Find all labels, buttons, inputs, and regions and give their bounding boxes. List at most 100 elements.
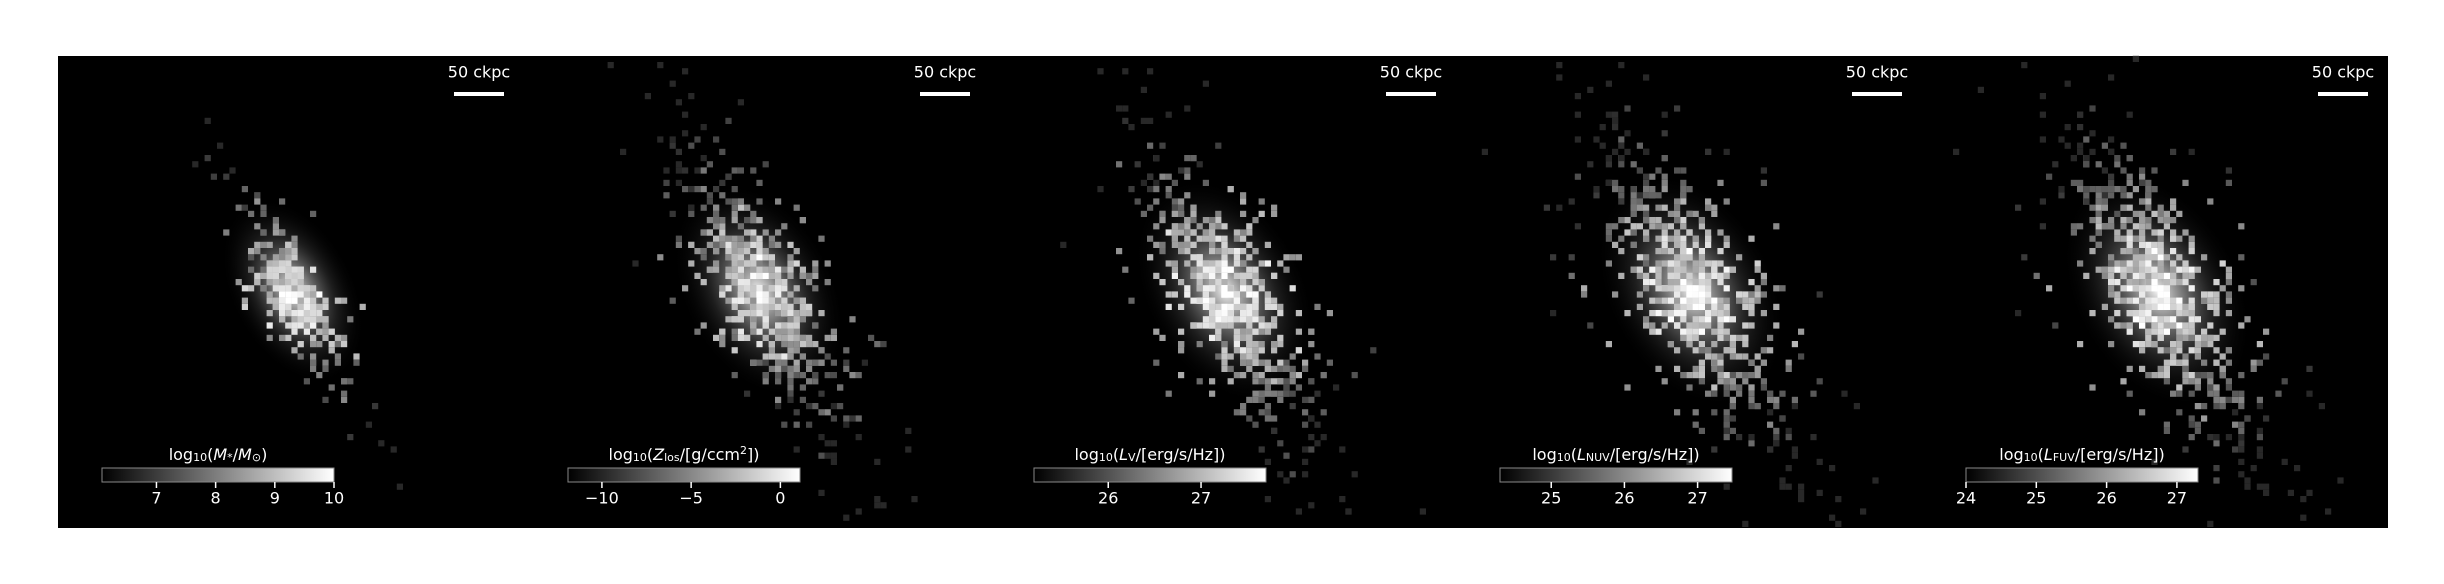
pixel (824, 409, 831, 416)
pixel (2207, 378, 2214, 385)
pixel (248, 266, 255, 273)
pixel (1209, 390, 1216, 397)
pixel (1723, 334, 1730, 341)
pixel (1723, 310, 1730, 317)
pixel (1295, 310, 1302, 317)
pixel (291, 254, 298, 261)
pixel (793, 310, 800, 317)
pixel (607, 62, 614, 69)
pixel (2170, 272, 2177, 279)
pixel (2139, 310, 2146, 317)
pixel (1798, 483, 1805, 490)
pixel (719, 341, 726, 348)
pixel (1240, 303, 1247, 310)
pixel (1277, 334, 1284, 341)
pixel (254, 248, 261, 255)
pixel (260, 285, 267, 292)
label-part: ( (647, 445, 653, 464)
pixel (880, 502, 887, 509)
pixel (2039, 198, 2046, 205)
pixel (768, 365, 775, 372)
pixel (812, 341, 819, 348)
pixel (2225, 396, 2232, 403)
pixel (254, 279, 261, 286)
pixel (1618, 155, 1625, 162)
pixel (768, 353, 775, 360)
pixel (303, 316, 310, 323)
pixel (1184, 155, 1191, 162)
pixel (2337, 477, 2344, 484)
pixel (1748, 384, 1755, 391)
pixel (1754, 372, 1761, 379)
pixel (1705, 347, 1712, 354)
pixel (1184, 223, 1191, 230)
pixel (731, 186, 738, 193)
pixel (1680, 334, 1687, 341)
pixel (1246, 266, 1253, 273)
pixel (744, 229, 751, 236)
pixel (1283, 477, 1290, 484)
pixel (1636, 254, 1643, 261)
pixel (775, 297, 782, 304)
pixel (830, 458, 837, 465)
pixel (1667, 248, 1674, 255)
pixel (1705, 235, 1712, 242)
pixel (1314, 303, 1321, 310)
pixel (1147, 142, 1154, 149)
pixel (1240, 372, 1247, 379)
pixel (2194, 266, 2201, 273)
pixel (1742, 353, 1749, 360)
pixel (341, 396, 348, 403)
pixel (2151, 285, 2158, 292)
pixel (1221, 347, 1228, 354)
pixel (1134, 161, 1141, 168)
pixel (1742, 341, 1749, 348)
pixel (1605, 223, 1612, 230)
pixel (731, 254, 738, 261)
pixel (2170, 198, 2177, 205)
pixel (2188, 241, 2195, 248)
pixel (1618, 186, 1625, 193)
pixel (2151, 316, 2158, 323)
pixel (1314, 353, 1321, 360)
pixel (1233, 341, 1240, 348)
pixel (390, 446, 397, 453)
pixel (2120, 167, 2127, 174)
pixel (2108, 254, 2115, 261)
pixel (2126, 279, 2133, 286)
pixel (2188, 148, 2195, 155)
pixel (1729, 341, 1736, 348)
pixel (2207, 291, 2214, 298)
pixel (1209, 235, 1216, 242)
pixel (675, 99, 682, 106)
pixel (2108, 173, 2115, 180)
pixel (2201, 403, 2208, 410)
pixel (1667, 341, 1674, 348)
pixel (2176, 279, 2183, 286)
pixel (2039, 111, 2046, 118)
pixel (297, 285, 304, 292)
pixel (1748, 235, 1755, 242)
pixel (762, 303, 769, 310)
pixel (2139, 266, 2146, 273)
pixel (905, 446, 912, 453)
pixel (1184, 291, 1191, 298)
pixel (781, 266, 788, 273)
pixel (1686, 372, 1693, 379)
pixel (1326, 359, 1333, 366)
pixel (1680, 266, 1687, 273)
pixel (2120, 322, 2127, 329)
pixel (1760, 279, 1767, 286)
pixel (731, 347, 738, 354)
pixel (1271, 378, 1278, 385)
pixel (1252, 353, 1259, 360)
pixel (1686, 248, 1693, 255)
pixel (266, 260, 273, 267)
pixel (1661, 111, 1668, 118)
pixel (1202, 322, 1209, 329)
colorbar-tick-label: 10 (324, 489, 344, 508)
pixel (762, 353, 769, 360)
pixel (731, 241, 738, 248)
pixel (2101, 167, 2108, 174)
pixel (297, 341, 304, 348)
